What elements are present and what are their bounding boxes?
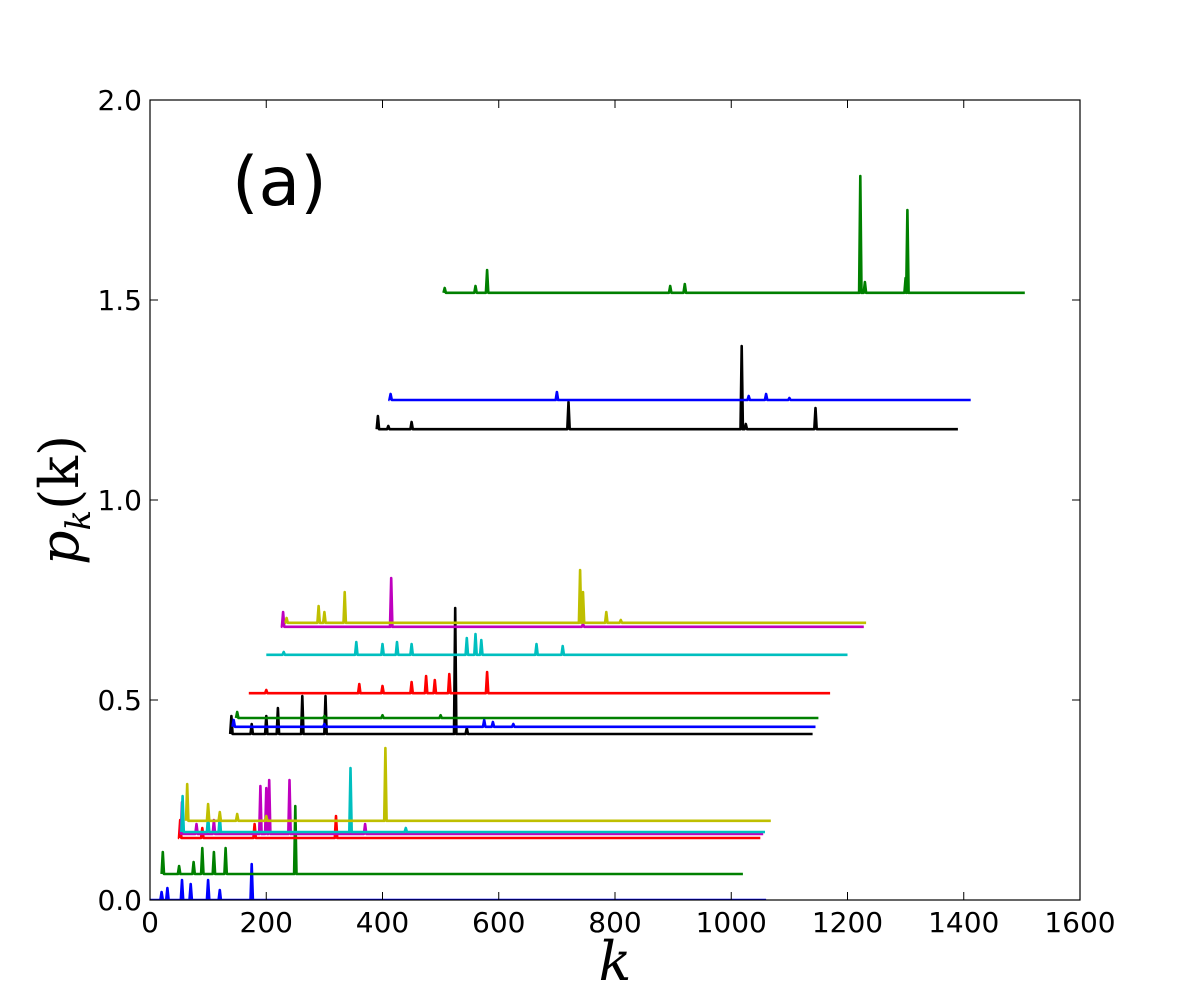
svg-text:pk(k): pk(k) bbox=[28, 435, 99, 565]
ticks-layer: 0 200 400 600 800 1000 1200 1400 1600 0.0 0.5 1.0 1.… bbox=[97, 84, 1115, 939]
x-tick-label: 1400 bbox=[928, 906, 999, 939]
y-tick-label: 0.0 bbox=[97, 884, 142, 917]
x-axis-label: k bbox=[599, 930, 632, 993]
y-axis-label-arg: (k) bbox=[28, 435, 91, 510]
x-tick-label: 600 bbox=[472, 906, 525, 939]
series-line-yellow-mid bbox=[284, 568, 867, 625]
series-line-green-high bbox=[442, 174, 1025, 295]
x-tick-label: 400 bbox=[356, 906, 409, 939]
series-line-blue-mid bbox=[231, 718, 816, 729]
series-line-blue-high bbox=[388, 390, 971, 402]
x-tick-label: 800 bbox=[588, 906, 641, 939]
series-line-cyan-mid bbox=[266, 632, 848, 657]
panel-label: (a) bbox=[232, 143, 327, 222]
series-line-green-mid bbox=[234, 710, 819, 720]
y-tick-label: 1.0 bbox=[97, 484, 142, 517]
y-axis-label-base: p bbox=[28, 530, 91, 565]
y-axis-label-sub: k bbox=[59, 510, 99, 531]
y-tick-label: 0.5 bbox=[97, 684, 142, 717]
series-line-magenta-mid bbox=[280, 576, 864, 629]
series-line-black-high bbox=[375, 344, 958, 431]
series-line-red-mid bbox=[248, 670, 831, 695]
x-tick-label: 1000 bbox=[696, 906, 767, 939]
series-layer bbox=[150, 174, 1025, 900]
series-line-cyan-low bbox=[180, 766, 765, 834]
x-tick-label: 200 bbox=[240, 906, 293, 939]
series-line-yellow-low bbox=[184, 746, 771, 823]
y-axis-label: pk(k) bbox=[28, 435, 99, 565]
y-tick-label: 1.5 bbox=[97, 284, 142, 317]
series-line-blue-low bbox=[150, 862, 767, 900]
x-tick-label: 1600 bbox=[1044, 906, 1115, 939]
y-tick-label: 2.0 bbox=[97, 84, 142, 117]
series-line-black-mid bbox=[228, 606, 813, 736]
x-tick-label: 0 bbox=[141, 906, 159, 939]
x-tick-label: 1200 bbox=[812, 906, 883, 939]
series-line-green-low bbox=[160, 804, 743, 876]
